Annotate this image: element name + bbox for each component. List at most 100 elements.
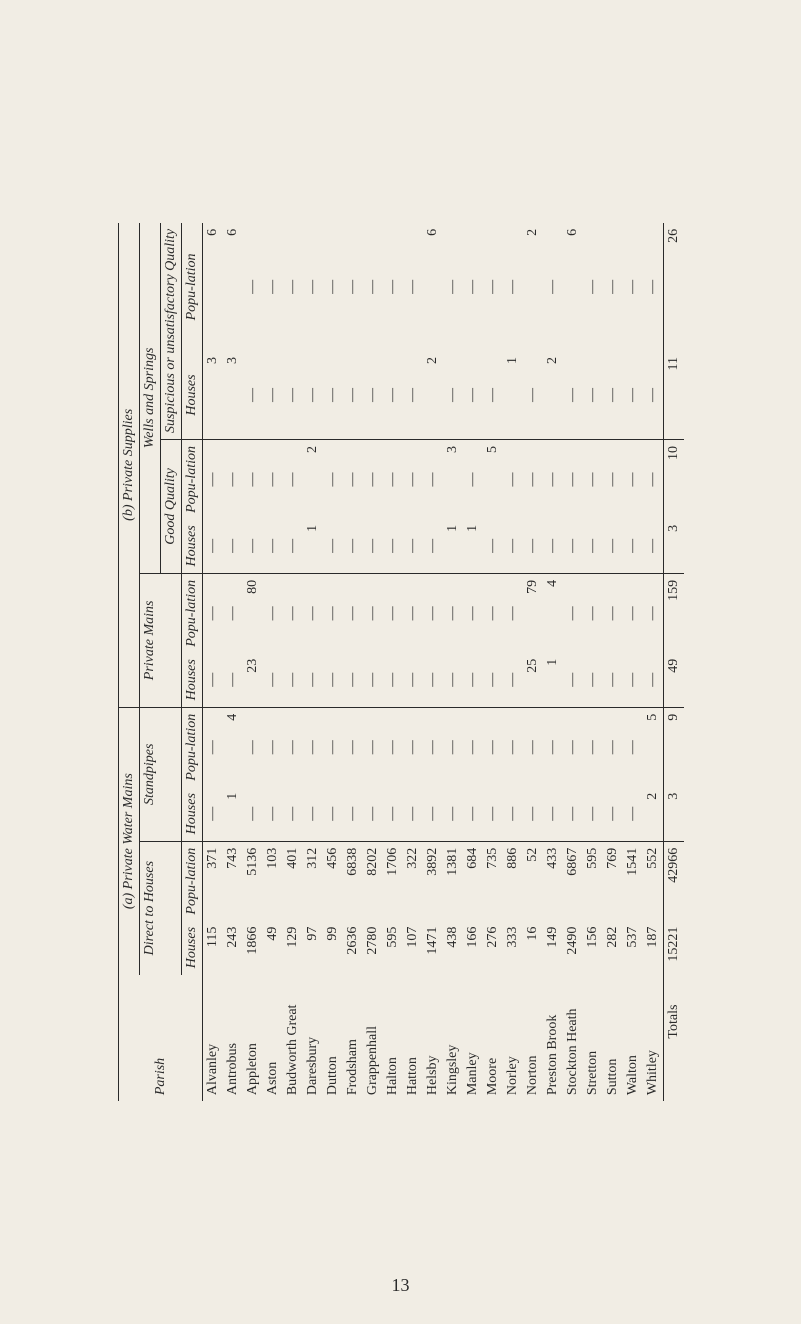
group-direct-header: Direct to Houses	[139, 841, 160, 974]
empty-cell: —	[563, 440, 583, 519]
parish-name: Grappenhall	[363, 975, 383, 1102]
empty-cell: —	[623, 519, 643, 574]
empty-cell: —	[283, 573, 303, 652]
parish-name: Sutton	[603, 975, 623, 1102]
value-cell: 243	[223, 921, 243, 975]
parish-name: Norton	[523, 975, 543, 1102]
wells-good-header: Good Quality	[160, 440, 181, 574]
value-cell: 2	[423, 351, 443, 440]
table-canvas: Parish (a) Private Water Mains (b) Priva…	[71, 87, 731, 1237]
table-head: Parish (a) Private Water Mains (b) Priva…	[118, 223, 202, 1101]
empty-cell: —	[343, 223, 363, 351]
value-cell: 4	[223, 707, 243, 786]
parish-name: Norley	[503, 975, 523, 1102]
empty-cell: —	[363, 440, 383, 519]
empty-cell: —	[623, 440, 643, 519]
empty-cell: —	[563, 573, 583, 652]
table-row: Kingsley4381381————13——	[443, 223, 463, 1101]
empty-cell: —	[263, 440, 283, 519]
empty-cell: —	[202, 707, 223, 786]
empty-cell: —	[303, 223, 323, 351]
col-houses: Houses	[181, 921, 202, 975]
empty-cell: —	[563, 707, 583, 786]
value-cell: 735	[483, 841, 503, 920]
empty-cell: —	[343, 573, 363, 652]
value-cell: 149	[543, 921, 563, 975]
empty-cell: —	[383, 351, 403, 440]
empty-cell: —	[403, 573, 423, 652]
empty-cell: —	[403, 440, 423, 519]
value-cell: 129	[283, 921, 303, 975]
value-cell: 6	[423, 223, 443, 351]
value-cell: 438	[443, 921, 463, 975]
rotated-table-wrap: Parish (a) Private Water Mains (b) Priva…	[71, 87, 731, 1237]
empty-cell: —	[583, 351, 603, 440]
empty-cell: —	[343, 653, 363, 708]
empty-cell: —	[243, 223, 263, 351]
empty-cell: —	[503, 653, 523, 708]
empty-cell: —	[263, 707, 283, 786]
parish-header: Parish	[118, 975, 202, 1102]
header-row-groups: Direct to Houses Standpipes Private Main…	[139, 223, 160, 1101]
parish-name: Whitley	[643, 975, 664, 1102]
col-houses: Houses	[181, 787, 202, 842]
empty-cell: —	[383, 653, 403, 708]
empty-cell: —	[623, 707, 643, 786]
col-popu: Popu-lation	[181, 440, 202, 519]
value-cell: 6	[563, 223, 583, 351]
total-bad-popu: 26	[663, 223, 684, 351]
totals-label: Totals	[663, 975, 684, 1102]
empty-cell: —	[403, 707, 423, 786]
value-cell: 3892	[423, 841, 443, 920]
empty-cell: —	[343, 440, 363, 519]
value-cell: 5	[643, 707, 664, 786]
empty-cell: —	[523, 707, 543, 786]
empty-cell: —	[543, 223, 563, 351]
total-direct-houses: 15221	[663, 921, 684, 975]
value-cell: 52	[523, 841, 543, 920]
empty-cell: —	[523, 351, 543, 440]
value-cell: 537	[623, 921, 643, 975]
value-cell: 103	[263, 841, 283, 920]
empty-cell: —	[323, 653, 343, 708]
empty-cell: —	[503, 223, 523, 351]
empty-cell: —	[383, 440, 403, 519]
empty-cell: —	[423, 573, 443, 652]
empty-cell: —	[363, 351, 383, 440]
group-private-mains-header: Private Mains	[139, 573, 160, 707]
value-cell: 282	[603, 921, 623, 975]
empty-cell: —	[263, 351, 283, 440]
empty-cell: —	[603, 707, 623, 786]
empty-cell: —	[403, 787, 423, 842]
totals-row: Totals 15221 42966 3 9 49 159 3 10 11 26	[663, 223, 684, 1101]
empty-cell: —	[503, 519, 523, 574]
value-cell: 3	[443, 440, 463, 519]
empty-cell: —	[423, 653, 443, 708]
table-row: Budworth Great129401————————	[283, 223, 303, 1101]
value-cell: 401	[283, 841, 303, 920]
empty-cell: —	[523, 519, 543, 574]
empty-cell: —	[383, 223, 403, 351]
table-row: Halton5951706————————	[383, 223, 403, 1101]
empty-cell: —	[563, 519, 583, 574]
empty-cell: —	[263, 573, 283, 652]
value-cell: 5	[483, 440, 503, 519]
value-cell: 1	[543, 653, 563, 708]
empty-cell: —	[603, 519, 623, 574]
parish-name: Alvanley	[202, 975, 223, 1102]
parish-name: Frodsham	[343, 975, 363, 1102]
total-stand-popu: 9	[663, 707, 684, 786]
empty-cell: —	[483, 653, 503, 708]
empty-cell: —	[283, 653, 303, 708]
total-stand-houses: 3	[663, 787, 684, 842]
empty-cell: —	[343, 787, 363, 842]
empty-cell: —	[343, 707, 363, 786]
empty-cell: —	[443, 351, 463, 440]
empty-cell: —	[643, 653, 664, 708]
value-cell: 1	[463, 519, 483, 574]
empty-cell: —	[303, 351, 323, 440]
table-row: Helsby14713892——————26	[423, 223, 443, 1101]
value-cell: 433	[543, 841, 563, 920]
table-row: Antrobus24374314————36	[223, 223, 243, 1101]
page-number: 13	[0, 1275, 801, 1296]
